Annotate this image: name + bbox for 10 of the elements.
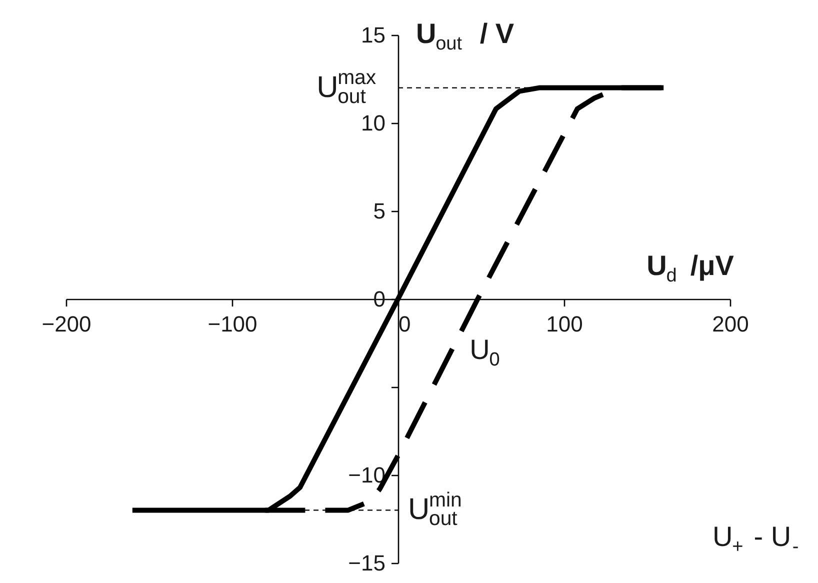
x-tick-label: 200 — [712, 312, 749, 336]
x-tick-label: 0 — [398, 312, 411, 336]
y-tick-label: 5 — [373, 198, 386, 224]
y-tick-label: 15 — [361, 22, 386, 48]
x-tick-label: −100 — [208, 312, 258, 336]
x-tick-label: 100 — [546, 312, 583, 336]
y-tick-label: −15 — [348, 550, 386, 576]
y-tick-label: 10 — [361, 110, 386, 136]
annotation: U+ - U- — [712, 521, 799, 558]
x-tick-label: −200 — [42, 312, 92, 336]
